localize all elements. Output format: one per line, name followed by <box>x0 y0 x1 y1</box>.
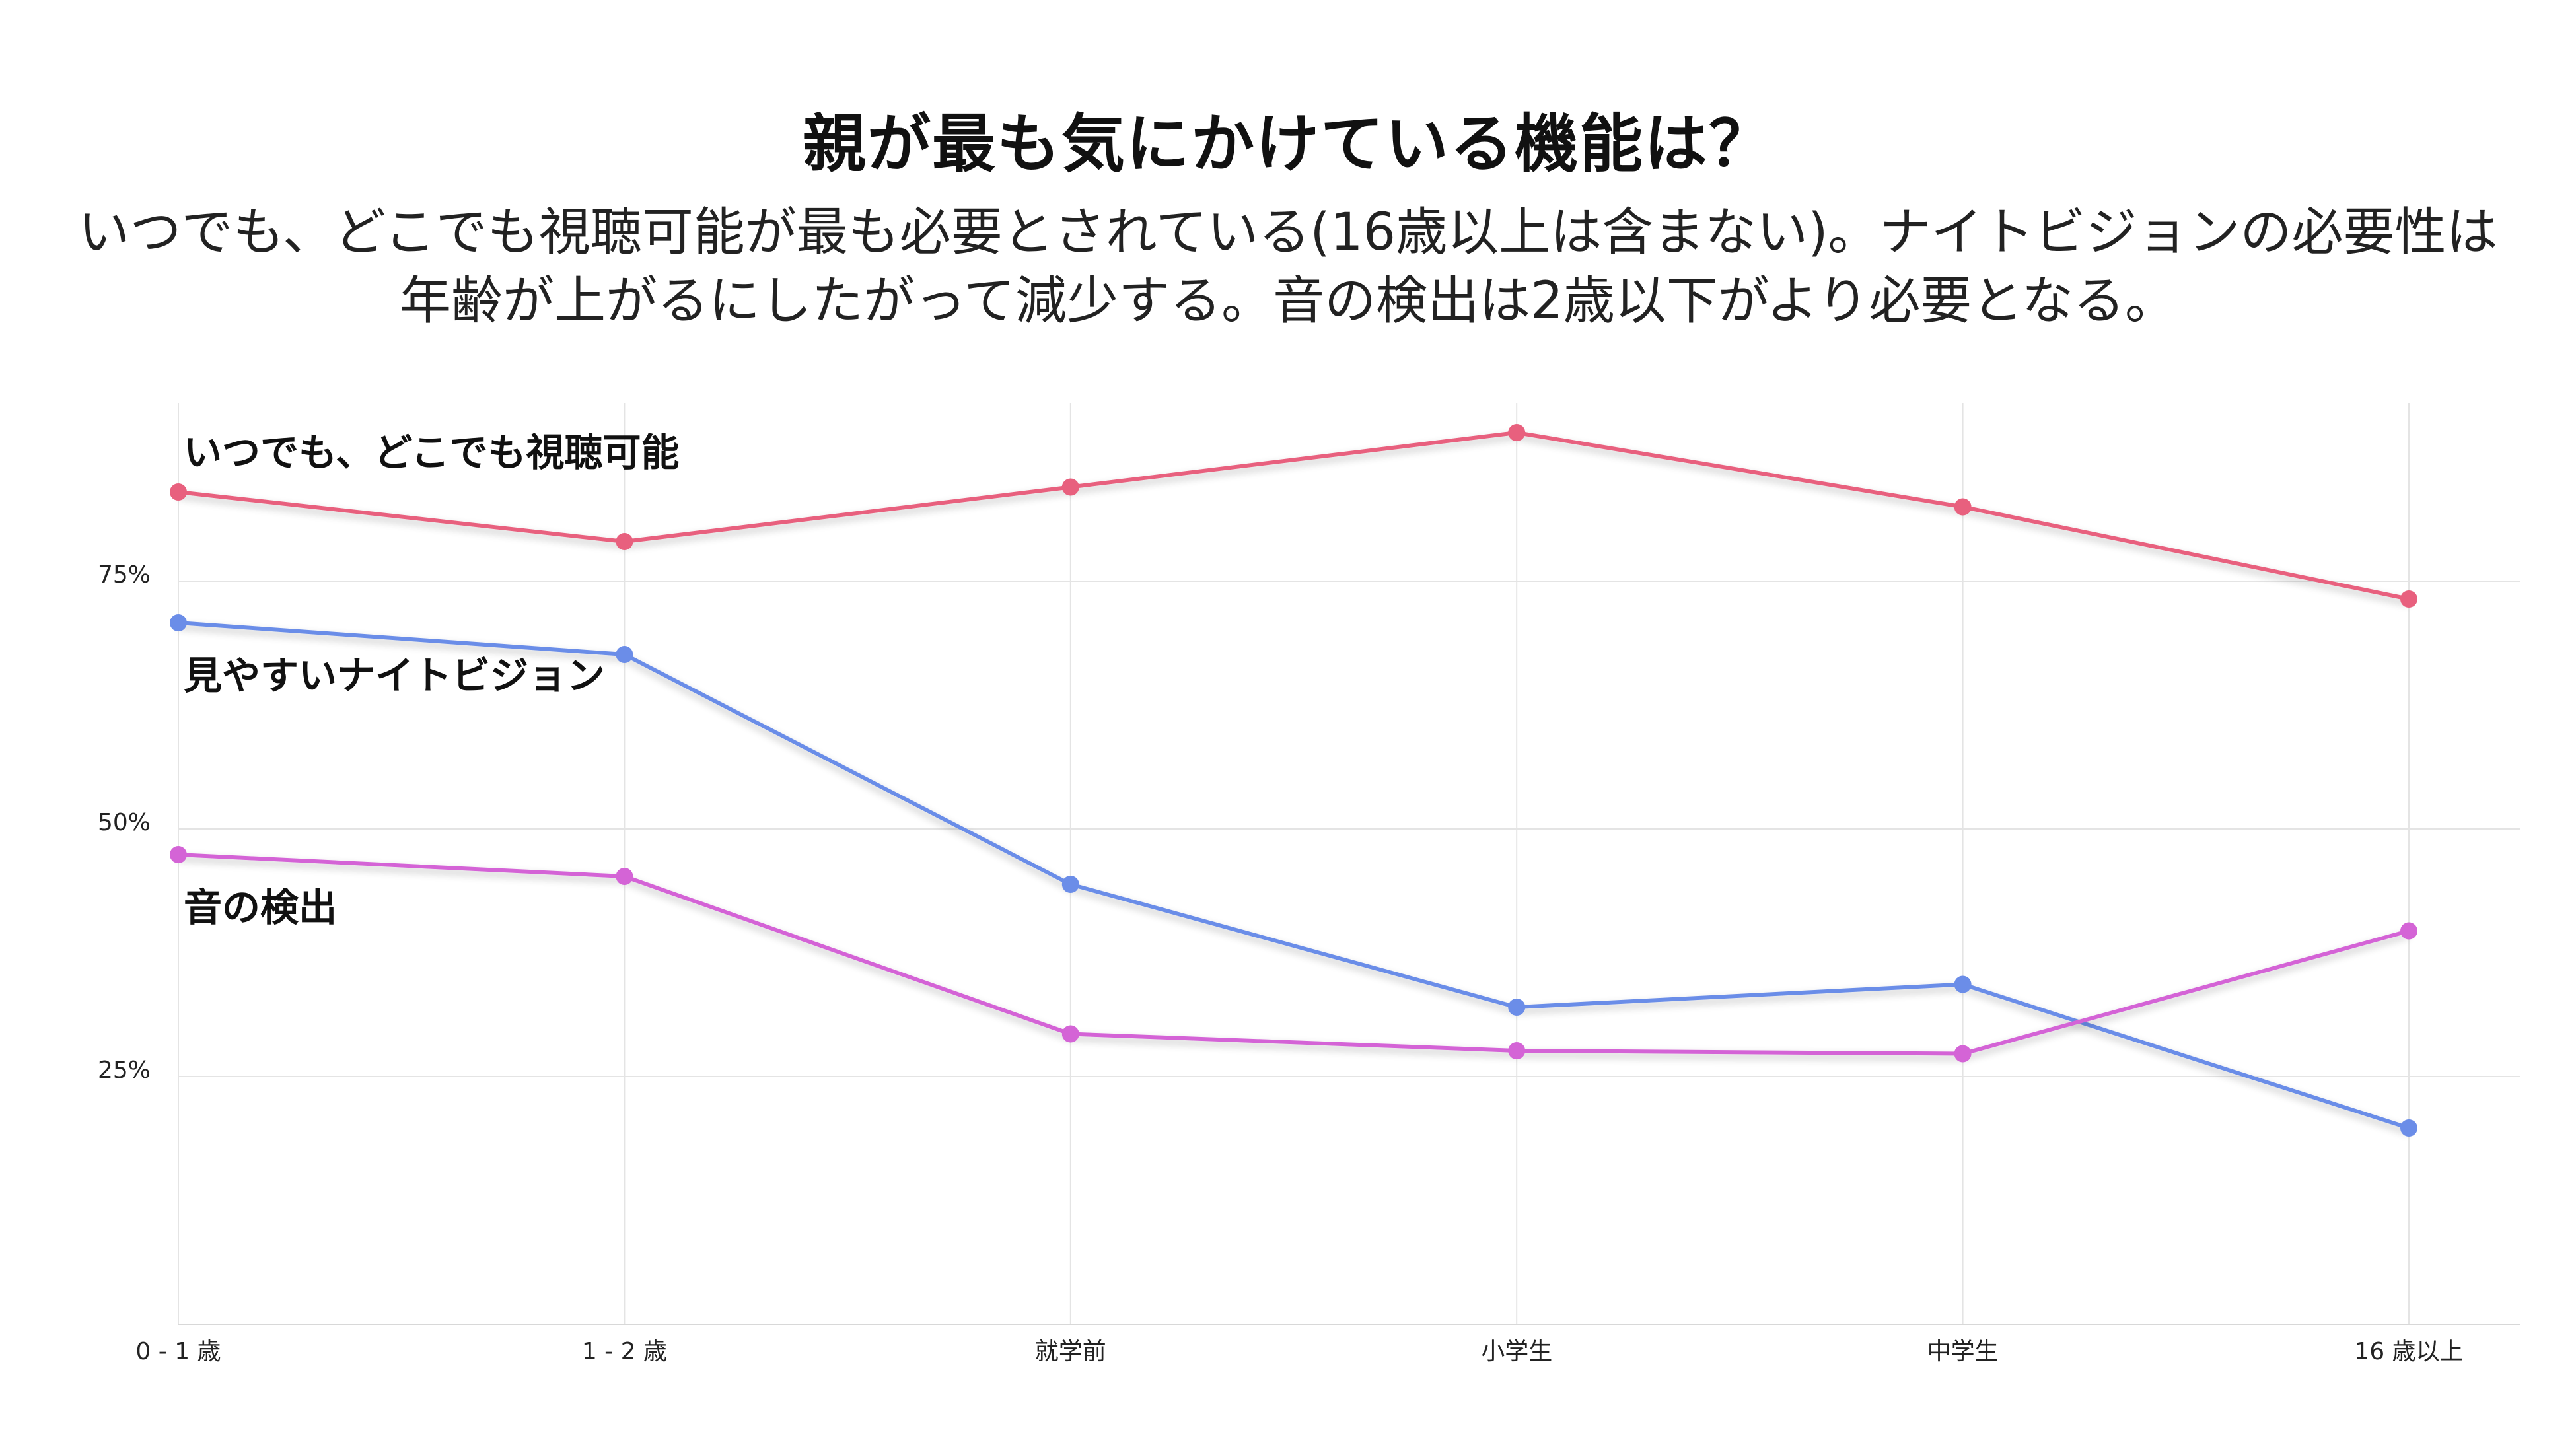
data-point <box>1954 498 1972 516</box>
data-point <box>1508 1042 1526 1059</box>
x-tick-label: 就学前 <box>1035 1338 1106 1365</box>
data-point <box>1954 975 1972 993</box>
data-point <box>1954 1045 1972 1063</box>
data-point <box>1508 424 1526 441</box>
data-point <box>2400 590 2417 608</box>
y-tick-label: 50% <box>98 809 151 836</box>
data-point <box>616 533 633 550</box>
series-line-1 <box>178 621 2410 1130</box>
y-tick-label: 75% <box>98 561 151 588</box>
series-line-0 <box>178 431 2410 601</box>
series-line-2 <box>178 853 2410 1056</box>
data-point <box>170 614 187 631</box>
data-point <box>1061 876 1079 893</box>
data-point <box>616 646 633 663</box>
data-point <box>170 846 187 863</box>
x-tick-label: 1 - 2 歳 <box>582 1338 667 1365</box>
series-label-1: 見やすいナイトビジョン <box>184 653 605 698</box>
x-tick-label: 小学生 <box>1481 1338 1552 1365</box>
data-point <box>170 483 187 501</box>
chart-subtitle: いつでも、どこでも視聴可能が最も必要とされている(16歳以上は含まない)。ナイト… <box>78 203 2498 331</box>
series-label-0: いつでも、どこでも視聴可能 <box>184 430 680 475</box>
x-tick-label: 0 - 1 歳 <box>135 1338 221 1365</box>
data-point <box>1061 478 1079 496</box>
data-point <box>616 868 633 885</box>
data-point <box>2400 922 2417 940</box>
series-label-2: 音の検出 <box>184 885 337 930</box>
chart-title: 親が最も気にかけている機能は？ <box>803 107 1773 181</box>
data-point <box>1508 999 1526 1016</box>
x-tick-label: 16 歳以上 <box>2354 1338 2463 1365</box>
data-point <box>2400 1119 2417 1137</box>
x-tick-label: 中学生 <box>1927 1338 1999 1365</box>
y-tick-label: 25% <box>98 1057 151 1084</box>
data-point <box>1061 1025 1079 1043</box>
